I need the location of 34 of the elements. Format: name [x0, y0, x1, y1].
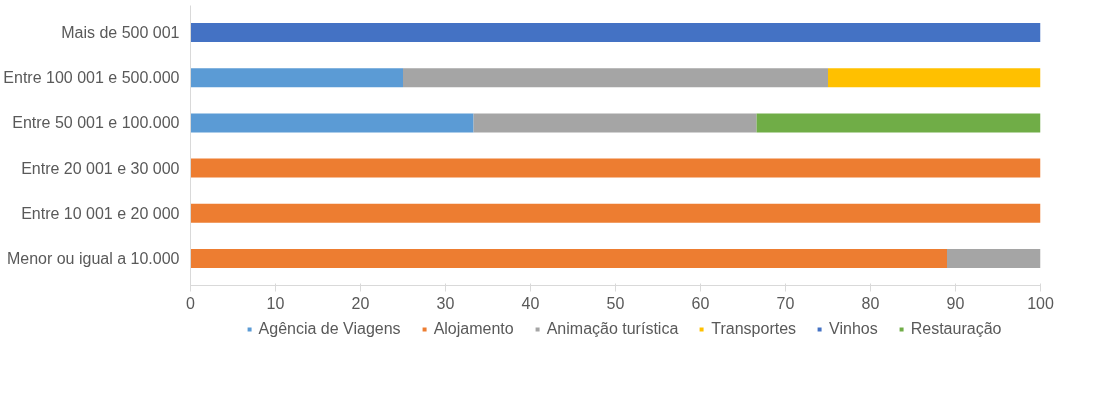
bar — [190, 113, 474, 133]
y-tick-label: Mais de 500 001 — [61, 24, 180, 42]
bar — [190, 203, 1041, 223]
y-tick-label: Entre 50 001 e 100.000 — [12, 114, 180, 132]
x-tick-label: 40 — [521, 294, 540, 312]
x-tick-label: 60 — [691, 294, 710, 312]
bar — [947, 248, 1041, 268]
legend-label: Restauração — [910, 320, 1002, 338]
bar — [190, 248, 947, 268]
x-tick-label: 90 — [946, 294, 965, 312]
x-tick-label: 80 — [861, 294, 880, 312]
x-tick-label: 20 — [351, 294, 370, 312]
bar — [473, 113, 757, 133]
bar — [756, 113, 1041, 133]
bar — [190, 23, 1041, 43]
legend-label: Vinhos — [829, 320, 878, 338]
bar — [828, 68, 1041, 88]
y-tick-label: Entre 10 001 e 20 000 — [21, 204, 180, 222]
x-tick-label: 100 — [1027, 294, 1054, 312]
bar — [403, 68, 828, 88]
bar — [190, 158, 1041, 178]
legend-label: Animação turística — [546, 320, 679, 338]
legend-label: Agência de Viagens — [258, 320, 401, 338]
x-tick-label: 30 — [436, 294, 455, 312]
y-tick-label: Entre 20 001 e 30 000 — [21, 159, 180, 177]
x-tick-label: 0 — [186, 294, 196, 312]
legend-label: Transportes — [711, 320, 797, 338]
x-tick-label: 70 — [776, 294, 795, 312]
x-tick-label: 50 — [606, 294, 625, 312]
legend-label: Alojamento — [433, 320, 514, 338]
bar — [190, 68, 403, 88]
y-tick-label: Menor ou igual a 10.000 — [6, 249, 180, 267]
x-tick-label: 10 — [266, 294, 285, 312]
y-tick-label: Entre 100 001 e 500.000 — [3, 69, 180, 87]
